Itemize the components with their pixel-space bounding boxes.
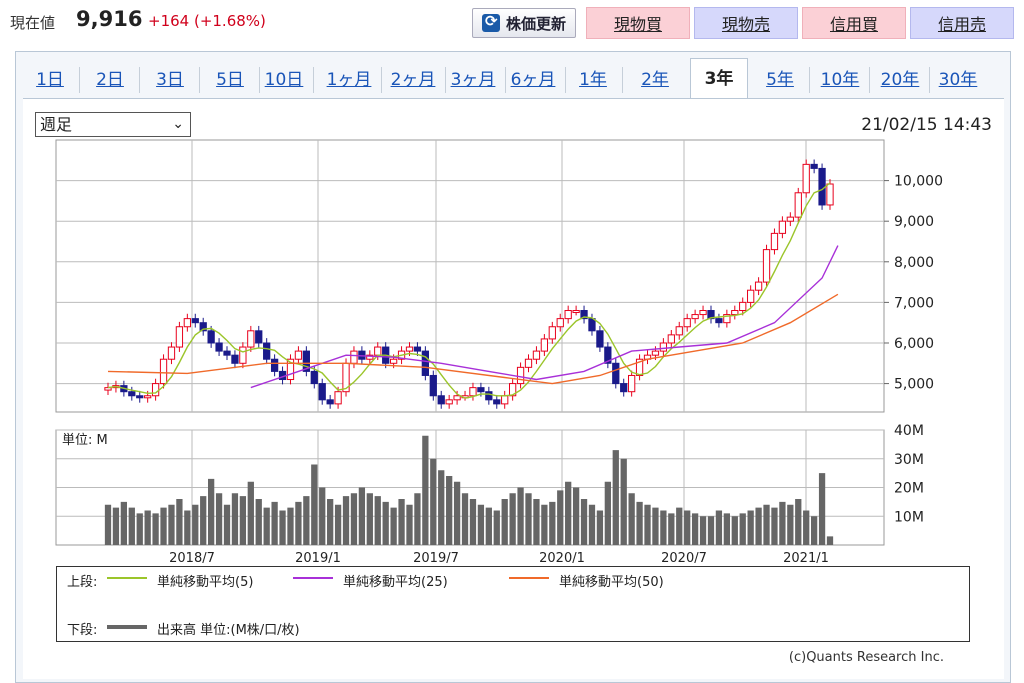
legend-ma5-swatch — [107, 577, 147, 579]
tab-11[interactable]: 3年 — [690, 58, 748, 99]
tab-12[interactable]: 5年 — [766, 70, 794, 90]
tab-2[interactable]: 3日 — [156, 70, 184, 90]
tab-separator — [809, 67, 810, 93]
margin-buy-button[interactable]: 信用買 — [802, 7, 906, 39]
period-select-value: 週足 — [40, 115, 73, 134]
credit: (c)Quants Research Inc. — [788, 650, 944, 665]
chevron-down-icon: ⌄ — [172, 116, 184, 132]
tab-separator — [139, 67, 140, 93]
tab-13[interactable]: 10年 — [820, 70, 860, 90]
tab-5[interactable]: 1ヶ月 — [326, 70, 372, 90]
tab-9[interactable]: 1年 — [579, 70, 607, 90]
legend-upper-label: 上段: — [67, 575, 98, 590]
price-value: 9,916 — [76, 7, 143, 31]
tab-3[interactable]: 5日 — [216, 70, 244, 90]
tab-4[interactable]: 10日 — [264, 70, 304, 90]
legend-ma5-label: 単純移動平均(5) — [157, 575, 254, 590]
refresh-icon — [481, 12, 500, 32]
tab-15[interactable]: 30年 — [938, 70, 978, 90]
tab-7[interactable]: 3ヶ月 — [450, 70, 496, 90]
tab-separator — [313, 67, 314, 93]
tab-10[interactable]: 2年 — [641, 70, 669, 90]
tab-separator — [381, 67, 382, 93]
refresh-label: 株価更新 — [505, 14, 566, 33]
legend-ma25-swatch — [293, 577, 333, 579]
margin-sell-button[interactable]: 信用売 — [910, 7, 1014, 39]
legend-lower-label: 下段: — [67, 623, 98, 638]
tab-separator — [259, 67, 260, 93]
legend-ma50-swatch — [509, 577, 549, 579]
period-select[interactable]: 週足 ⌄ — [35, 112, 191, 137]
refresh-price-button[interactable]: 株価更新 — [472, 8, 576, 38]
tab-separator — [445, 67, 446, 93]
tab-1[interactable]: 2日 — [96, 70, 124, 90]
tab-separator — [929, 67, 930, 93]
quote-header: 現在値 9,916 +164 (+1.68%) 株価更新 現物買 現物売 信用買… — [0, 0, 1024, 44]
tab-6[interactable]: 2ヶ月 — [390, 70, 436, 90]
tab-separator — [199, 67, 200, 93]
legend-volume-label: 出来高 単位:(M株/口/枚) — [157, 623, 300, 638]
tab-separator — [565, 67, 566, 93]
legend-ma50-label: 単純移動平均(50) — [559, 575, 664, 590]
spot-sell-button[interactable]: 現物売 — [694, 7, 798, 39]
period-tabs: 1日 2日 3日 5日 10日 1ヶ月 2ヶ月 3ヶ月 6ヶ月 1年 2年 3年 5年 10年 20年 30年 — [16, 52, 1010, 99]
tab-0[interactable]: 1日 — [36, 70, 64, 90]
tab-separator — [79, 67, 80, 93]
tab-separator — [869, 67, 870, 93]
spot-buy-button[interactable]: 現物買 — [586, 7, 690, 39]
chart-legend: 上段: 単純移動平均(5) 単純移動平均(25) 単純移動平均(50) 下段: … — [56, 566, 970, 642]
legend-volume-swatch — [107, 625, 147, 629]
tab-separator — [622, 67, 623, 93]
price-change: +164 (+1.68%) — [148, 12, 266, 30]
tab-separator — [505, 67, 506, 93]
tab-14[interactable]: 20年 — [880, 70, 920, 90]
legend-ma25-label: 単純移動平均(25) — [343, 575, 448, 590]
tab-8[interactable]: 6ヶ月 — [510, 70, 556, 90]
price-label: 現在値 — [10, 14, 56, 32]
timestamp: 21/02/15 14:43 — [861, 115, 992, 135]
